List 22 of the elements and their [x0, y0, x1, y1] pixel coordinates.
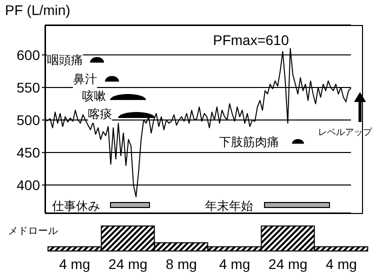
y-tick-label: 400 [16, 177, 40, 193]
y-tick-label: 450 [16, 144, 40, 160]
y-tick-label: 500 [16, 112, 40, 128]
annotation: 喀痰 [88, 106, 112, 123]
annotation: 下肢筋肉痛 [219, 134, 279, 151]
x-tick-label: 4 mg [59, 256, 90, 272]
x-tick-label: 8 mg [166, 256, 197, 272]
annotation: 鼻汁 [73, 71, 97, 88]
annotation: 咳嗽 [82, 88, 106, 105]
annotation: レベルアップ [318, 126, 372, 139]
annotation: PFmax=610 [213, 32, 289, 48]
y-tick-label: 600 [16, 46, 40, 63]
annotation: 仕事休み [52, 198, 100, 215]
chart-title: メドロール [8, 225, 58, 238]
x-tick-label: 4 mg [326, 256, 357, 272]
y-axis-title: PF (L/min) [5, 2, 70, 18]
annotation: 咽頭痛 [47, 52, 83, 69]
x-tick-label: 24 mg [108, 256, 148, 272]
x-tick-label: 4 mg [219, 256, 250, 272]
y-tick-label: 550 [16, 79, 40, 96]
annotation: 年末年始 [205, 198, 253, 215]
x-tick-label: 24 mg [268, 256, 308, 272]
